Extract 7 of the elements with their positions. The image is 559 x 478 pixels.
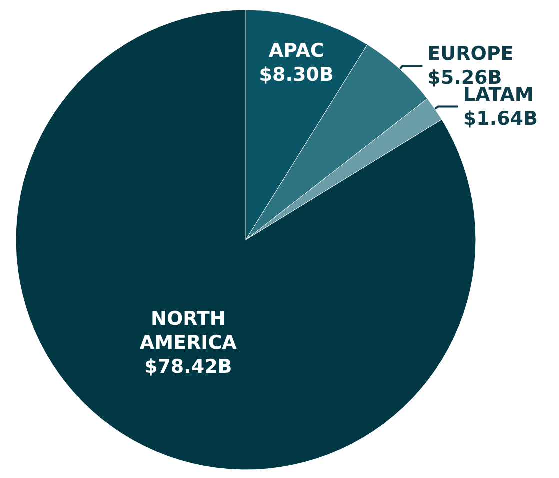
slice-label: APAC <box>268 40 324 62</box>
slice-label: EUROPE <box>428 43 514 66</box>
slice-label: LATAM <box>463 84 534 106</box>
data-label: $8.30B <box>259 64 334 86</box>
data-label: $1.64B <box>463 108 538 130</box>
slice-label: NORTH AMERICA <box>140 308 238 354</box>
data-label: $78.42B <box>144 356 232 378</box>
